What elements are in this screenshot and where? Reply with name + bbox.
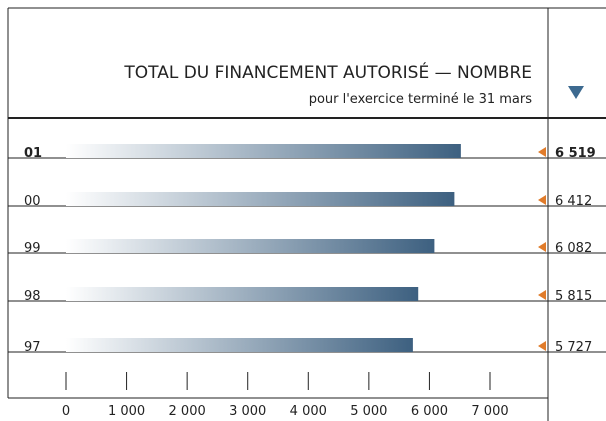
category-label: 98 — [24, 289, 41, 304]
sort-icon — [568, 86, 584, 99]
x-tick-label: 3 000 — [229, 404, 266, 419]
marker-arrow — [538, 147, 546, 157]
value-label: 6 519 — [555, 146, 596, 161]
chart-subtitle: pour l'exercice terminé le 31 mars — [309, 92, 533, 107]
x-tick-label: 5 000 — [350, 404, 387, 419]
marker-arrow — [538, 242, 546, 252]
marker-arrow — [538, 290, 546, 300]
x-tick-label: 4 000 — [290, 404, 327, 419]
category-label: 99 — [24, 241, 41, 256]
category-label: 01 — [24, 146, 42, 161]
x-tick-label: 2 000 — [169, 404, 206, 419]
x-tick-label: 0 — [62, 404, 70, 419]
bar — [66, 144, 461, 158]
value-label: 6 082 — [555, 241, 592, 256]
x-tick-label: 1 000 — [108, 404, 145, 419]
chart-title: TOTAL DU FINANCEMENT AUTORISÉ — NOMBRE — [123, 61, 532, 83]
value-label: 5 815 — [555, 289, 592, 304]
bar — [66, 192, 455, 206]
category-label: 97 — [24, 340, 41, 355]
bar — [66, 239, 435, 253]
value-label: 6 412 — [555, 194, 592, 209]
marker-arrow — [538, 341, 546, 351]
x-tick-label: 6 000 — [411, 404, 448, 419]
bar — [66, 338, 413, 352]
marker-arrow — [538, 195, 546, 205]
value-label: 5 727 — [555, 340, 592, 355]
x-tick-label: 7 000 — [471, 404, 508, 419]
bar — [66, 287, 419, 301]
category-label: 00 — [24, 194, 41, 209]
